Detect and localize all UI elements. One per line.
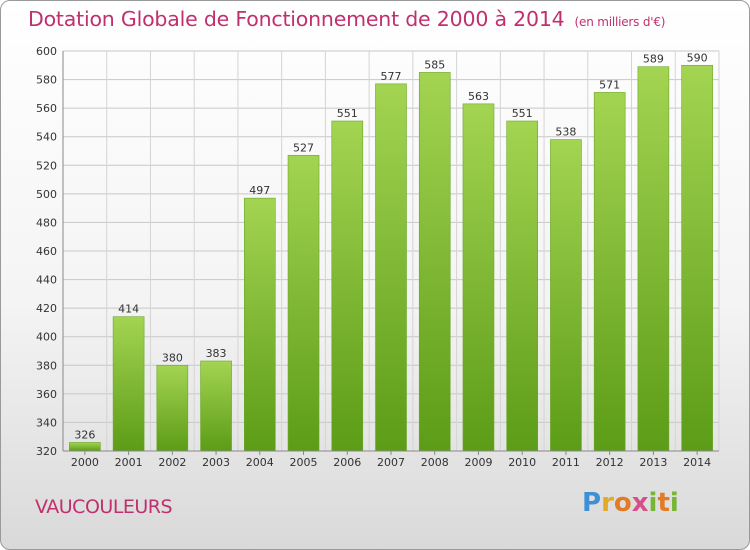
y-tick-label: 460 bbox=[36, 245, 57, 258]
x-tick-label: 2002 bbox=[158, 456, 186, 469]
x-tick-label: 2005 bbox=[290, 456, 318, 469]
value-label: 497 bbox=[249, 184, 270, 197]
y-tick-label: 480 bbox=[36, 216, 57, 229]
x-tick-label: 2010 bbox=[508, 456, 536, 469]
value-label: 380 bbox=[162, 351, 183, 364]
y-tick-label: 580 bbox=[36, 74, 57, 87]
bar-2001 bbox=[112, 316, 145, 452]
title-text: Dotation Globale de Fonctionnement de 20… bbox=[28, 7, 565, 31]
bar-2004 bbox=[244, 197, 276, 452]
y-tick-label: 500 bbox=[36, 188, 57, 201]
bar-2009 bbox=[462, 103, 495, 452]
y-tick-label: 420 bbox=[36, 302, 57, 315]
town-name: VAUCOULEURS bbox=[35, 496, 173, 518]
value-label: 538 bbox=[555, 126, 576, 139]
proxiti-logo: Proxiti bbox=[582, 488, 679, 518]
bar-2012 bbox=[593, 92, 626, 452]
axes: 320 340 360 380 400 420 440 460 480 500 520 540 560 5… bbox=[36, 45, 719, 469]
x-tick-label: 2013 bbox=[639, 456, 667, 469]
x-tick-label: 2008 bbox=[421, 456, 449, 469]
y-tick-label: 360 bbox=[36, 388, 57, 401]
bar-2013 bbox=[637, 66, 670, 452]
bar-2010 bbox=[506, 120, 539, 452]
value-label: 563 bbox=[468, 90, 489, 103]
x-tick-label: 2011 bbox=[552, 456, 580, 469]
y-tick-label: 400 bbox=[36, 331, 57, 344]
x-tick-label: 2009 bbox=[464, 456, 492, 469]
value-label: 577 bbox=[381, 70, 402, 83]
bar-2014 bbox=[681, 64, 713, 452]
value-label: 414 bbox=[118, 303, 139, 316]
x-tick-label: 2004 bbox=[246, 456, 274, 469]
y-tick-label: 340 bbox=[36, 416, 57, 429]
bar-2000 bbox=[69, 442, 101, 452]
x-tick-label: 2014 bbox=[683, 456, 711, 469]
bar-2005 bbox=[287, 154, 320, 452]
bar-2003 bbox=[200, 360, 232, 452]
x-tick-label: 2007 bbox=[377, 456, 405, 469]
x-tick-label: 2000 bbox=[71, 456, 99, 469]
value-label: 551 bbox=[512, 107, 533, 120]
y-tick-label: 520 bbox=[36, 159, 57, 172]
chart-subtitle: (en milliers d'€) bbox=[574, 15, 666, 29]
value-label: 589 bbox=[643, 53, 664, 66]
value-label: 590 bbox=[687, 51, 708, 64]
y-tick-label: 600 bbox=[36, 45, 57, 58]
value-label: 585 bbox=[424, 58, 445, 71]
y-tick-label: 440 bbox=[36, 274, 57, 287]
bars: 326 414 380 383 497 527 551 577 585 563 551 538 571 5… bbox=[69, 51, 713, 452]
bar-2007 bbox=[375, 83, 407, 452]
value-label: 383 bbox=[206, 347, 227, 360]
y-tick-label: 320 bbox=[36, 445, 57, 458]
value-label: 571 bbox=[599, 78, 620, 91]
value-label: 551 bbox=[337, 107, 358, 120]
value-label: 326 bbox=[74, 428, 95, 441]
value-label: 527 bbox=[293, 141, 314, 154]
bar-2008 bbox=[418, 72, 451, 452]
bar-2002 bbox=[156, 364, 189, 452]
bar-2011 bbox=[550, 139, 582, 452]
x-tick-label: 2001 bbox=[115, 456, 143, 469]
bar-2006 bbox=[331, 120, 364, 452]
x-tick-label: 2003 bbox=[202, 456, 230, 469]
y-tick-label: 540 bbox=[36, 131, 57, 144]
y-tick-label: 560 bbox=[36, 102, 57, 115]
x-tick-label: 2006 bbox=[333, 456, 361, 469]
y-tick-label: 380 bbox=[36, 359, 57, 372]
x-tick-label: 2012 bbox=[596, 456, 624, 469]
chart-title: Dotation Globale de Fonctionnement de 20… bbox=[28, 7, 665, 31]
